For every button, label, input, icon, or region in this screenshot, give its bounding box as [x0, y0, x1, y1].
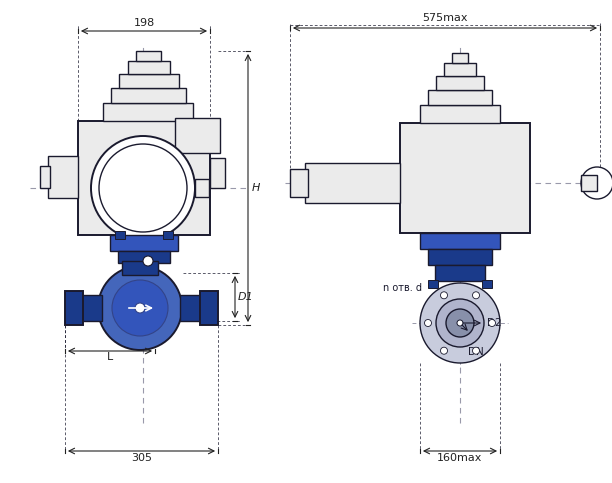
Circle shape — [112, 280, 168, 336]
Bar — [581, 175, 597, 191]
Bar — [48, 156, 78, 198]
Bar — [80, 295, 102, 321]
Text: 198: 198 — [133, 18, 155, 28]
Text: L: L — [107, 352, 113, 362]
Text: n отв. d: n отв. d — [383, 283, 422, 293]
Circle shape — [488, 319, 496, 327]
Circle shape — [98, 266, 182, 350]
Bar — [210, 158, 225, 188]
Bar — [452, 53, 468, 63]
Circle shape — [441, 347, 447, 354]
Text: DN: DN — [468, 347, 483, 357]
Bar — [436, 76, 484, 90]
Bar — [420, 105, 500, 123]
Bar — [180, 295, 202, 321]
Bar — [128, 61, 170, 74]
Text: 575max: 575max — [422, 13, 468, 23]
Text: 305: 305 — [131, 453, 152, 463]
Bar — [305, 163, 400, 203]
Bar — [115, 231, 125, 239]
Bar — [78, 121, 210, 235]
Bar — [163, 231, 173, 239]
Bar — [195, 179, 209, 197]
Circle shape — [143, 256, 153, 266]
Bar — [428, 249, 492, 265]
Text: 160max: 160max — [438, 453, 483, 463]
Circle shape — [420, 283, 500, 363]
Bar — [118, 251, 170, 263]
Bar — [65, 291, 83, 325]
Circle shape — [457, 320, 463, 326]
Circle shape — [135, 303, 145, 313]
Bar — [122, 261, 158, 275]
Bar — [200, 291, 218, 325]
Bar — [428, 90, 492, 105]
Circle shape — [441, 292, 447, 299]
Bar — [136, 51, 161, 61]
Bar — [482, 280, 492, 288]
Circle shape — [446, 309, 474, 337]
Text: H: H — [252, 183, 260, 193]
Bar — [103, 103, 193, 121]
Bar — [110, 235, 178, 251]
Circle shape — [425, 319, 431, 327]
Circle shape — [91, 136, 195, 240]
Circle shape — [472, 347, 479, 354]
Bar — [400, 123, 530, 233]
Circle shape — [99, 144, 187, 232]
Bar — [428, 280, 438, 288]
Bar — [111, 88, 186, 103]
Bar — [420, 233, 500, 249]
Bar — [119, 74, 179, 88]
Circle shape — [436, 299, 484, 347]
Bar — [444, 63, 476, 76]
Circle shape — [581, 167, 612, 199]
Circle shape — [472, 292, 479, 299]
Bar — [175, 118, 220, 153]
Bar — [290, 169, 308, 197]
Text: D1: D1 — [238, 292, 254, 302]
Bar — [40, 166, 50, 188]
Bar — [435, 265, 485, 281]
Text: D2: D2 — [487, 318, 502, 328]
